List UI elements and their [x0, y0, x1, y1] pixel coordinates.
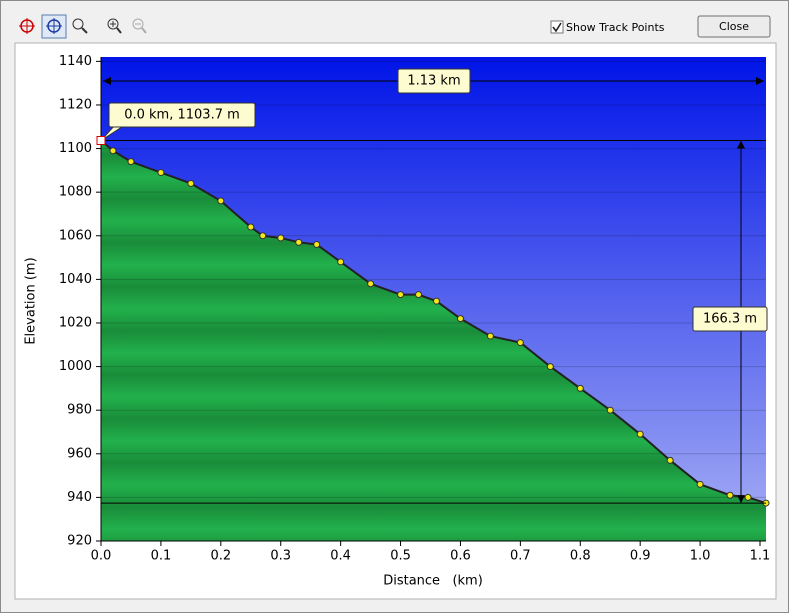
checkbox-label[interactable]: Show Track Points: [566, 21, 665, 34]
track-point: [456, 315, 464, 323]
close-button-label[interactable]: Close: [719, 20, 749, 33]
track-point: [337, 258, 345, 266]
x-axis-label: Distance (km): [383, 574, 483, 589]
track-point: [187, 179, 195, 187]
track-point: [247, 223, 255, 231]
start-marker: [96, 136, 106, 146]
track-point: [157, 169, 165, 177]
y-tick-label: 1080: [59, 185, 92, 200]
elevation-area: [101, 140, 766, 541]
drop-label-box: [692, 306, 768, 332]
x-tick-label: 0.3: [270, 549, 291, 564]
y-tick-label: 1120: [59, 97, 92, 112]
y-tick-label: 1000: [59, 359, 92, 374]
y-tick-label: 1040: [59, 272, 92, 287]
track-point: [415, 291, 423, 299]
y-axis-label: Elevation (m): [24, 257, 39, 344]
track-point: [726, 491, 734, 499]
x-tick-label: 0.0: [91, 549, 112, 564]
track-point: [696, 480, 704, 488]
x-tick-label: 0.6: [450, 549, 471, 564]
track-point: [277, 234, 285, 242]
elevation-line: [100, 139, 767, 505]
x-tick-label: 0.9: [630, 549, 651, 564]
track-point: [606, 406, 614, 414]
x-tick-label: 0.2: [210, 549, 231, 564]
x-tick-label: 0.5: [390, 549, 411, 564]
track-point: [217, 197, 225, 205]
track-point: [486, 332, 494, 340]
y-tick-label: 920: [67, 534, 92, 549]
y-tick-label: 1140: [59, 54, 92, 69]
track-point: [367, 280, 375, 288]
close-button[interactable]: [697, 15, 771, 38]
distance-label-box: [397, 68, 471, 94]
toolbar-icons[interactable]: [19, 14, 147, 39]
x-tick-label: 0.7: [510, 549, 531, 564]
drop-label: 166.3 m: [703, 312, 757, 327]
track-point: [397, 291, 405, 299]
track-point: [666, 456, 674, 464]
checkmark: [552, 22, 562, 33]
start-label-box: [108, 102, 256, 128]
x-tick-label: 0.1: [151, 549, 172, 564]
track-point: [516, 339, 524, 347]
y-tick-label: 960: [67, 446, 92, 461]
x-tick-label: 0.4: [330, 549, 351, 564]
x-tick-label: 0.8: [570, 549, 591, 564]
y-tick-label: 980: [67, 403, 92, 418]
track-point: [636, 430, 644, 438]
track-point: [295, 238, 303, 246]
track-point: [744, 493, 752, 501]
track-point: [546, 363, 554, 371]
track-point: [259, 232, 267, 240]
start-label: 0.0 km, 1103.7 m: [124, 108, 240, 123]
track-point: [109, 147, 117, 155]
track-point: [127, 158, 135, 166]
y-tick-label: 1060: [59, 228, 92, 243]
track-point: [576, 384, 584, 392]
x-tick-label: 1.1: [750, 549, 771, 564]
x-tick-label: 1.0: [690, 549, 711, 564]
distance-label: 1.13 km: [407, 74, 460, 89]
track-point: [432, 297, 440, 305]
track-point: [313, 240, 321, 248]
y-tick-label: 1100: [59, 141, 92, 156]
checkbox[interactable]: [550, 20, 564, 34]
y-tick-label: 940: [67, 490, 92, 505]
y-tick-label: 1020: [59, 315, 92, 330]
